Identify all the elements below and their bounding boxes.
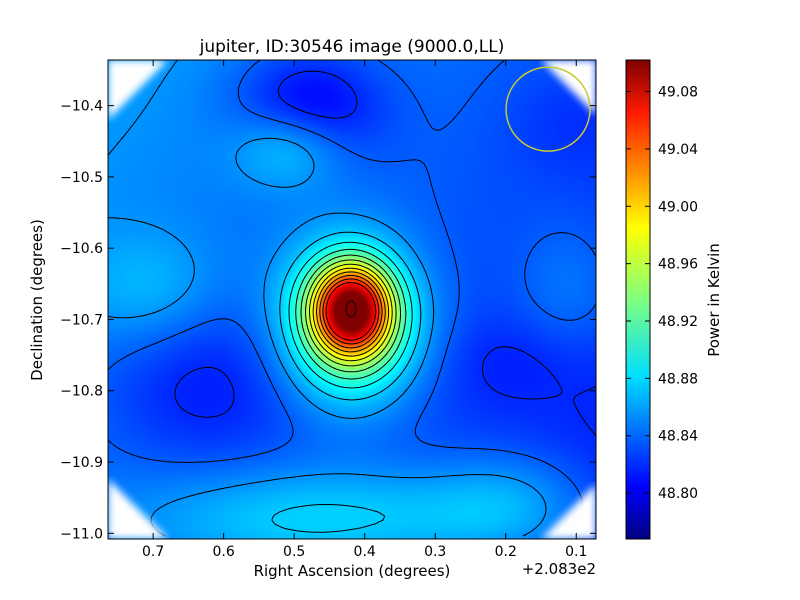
y-tick-label: −10.6: [60, 241, 103, 257]
colorbar-tick-label: 49.00: [658, 199, 698, 215]
x-axis-offset-label: +2.083e2: [522, 560, 596, 578]
colorbar: 48.80 48.84 48.88 48.92 48.96 49.00 49.04 49.08…: [625, 59, 723, 540]
contour-lines: [108, 60, 596, 537]
y-axis-label: Declination (degrees): [28, 219, 46, 381]
contour-line: [322, 278, 380, 345]
heatmap-image: [108, 60, 596, 539]
x-axis-ticks: 0.7 0.6 0.5 0.4 0.3 0.2 0.1: [142, 60, 587, 560]
contour-line: [305, 259, 397, 367]
plot-area: [107, 59, 597, 540]
plot-frame: [107, 59, 597, 540]
contour-line: [300, 254, 401, 373]
corner-mask: [541, 484, 596, 539]
colorbar-tick-label: 48.88: [658, 371, 698, 387]
colorbar-label: Power in Kelvin: [705, 243, 723, 357]
contour-line: [288, 241, 413, 389]
corner-mask: [108, 479, 168, 539]
contour-line: [295, 248, 407, 380]
contour-line: [271, 231, 422, 533]
y-tick-label: −10.7: [60, 312, 103, 328]
contour-line: [108, 60, 596, 537]
x-tick-label: 0.6: [213, 544, 235, 560]
y-tick-label: −11.0: [60, 526, 103, 542]
colorbar-tick-label: 48.92: [658, 314, 698, 330]
colorbar-tick-label: 48.96: [658, 257, 698, 273]
y-tick-label: −10.9: [60, 455, 103, 471]
contour-line: [319, 274, 383, 349]
colorbar-tick-label: 49.04: [658, 142, 698, 158]
corner-mask: [108, 60, 168, 120]
colorbar-tick-label: 48.84: [658, 429, 698, 445]
peak-contour: [345, 300, 357, 318]
contour-line: [174, 70, 596, 437]
image-edge-mask: [108, 60, 596, 539]
contour-line: [316, 271, 386, 353]
x-axis-label: Right Ascension (degrees): [254, 562, 451, 580]
contour-line: [108, 60, 547, 537]
y-tick-label: −10.5: [60, 170, 103, 186]
y-tick-label: −10.8: [60, 384, 103, 400]
colorbar-tick-label: 49.08: [658, 85, 698, 101]
chart-title: jupiter, ID:30546 image (9000.0,LL): [199, 37, 505, 57]
y-axis-ticks: −10.4 −10.5 −10.6 −10.7 −10.8 −10.9 −11.0: [60, 99, 596, 542]
x-tick-label: 0.1: [565, 544, 587, 560]
contour-line: [312, 267, 390, 357]
x-tick-label: 0.7: [142, 544, 164, 560]
colorbar-tick-label: 48.80: [658, 486, 698, 502]
beam-circle: [505, 66, 591, 152]
x-tick-label: 0.3: [424, 544, 446, 560]
contour-line: [325, 282, 377, 341]
colorbar-ticks: 48.80 48.84 48.88 48.92 48.96 49.00 49.04 49.08: [626, 85, 698, 502]
contour-line: [309, 263, 393, 362]
peak-marker: [345, 300, 357, 318]
x-tick-label: 0.5: [283, 544, 305, 560]
corner-mask: [541, 60, 596, 115]
x-tick-label: 0.2: [495, 544, 517, 560]
x-tick-label: 0.4: [354, 544, 376, 560]
colorbar-gradient: [625, 59, 651, 540]
y-tick-label: −10.4: [60, 99, 103, 115]
